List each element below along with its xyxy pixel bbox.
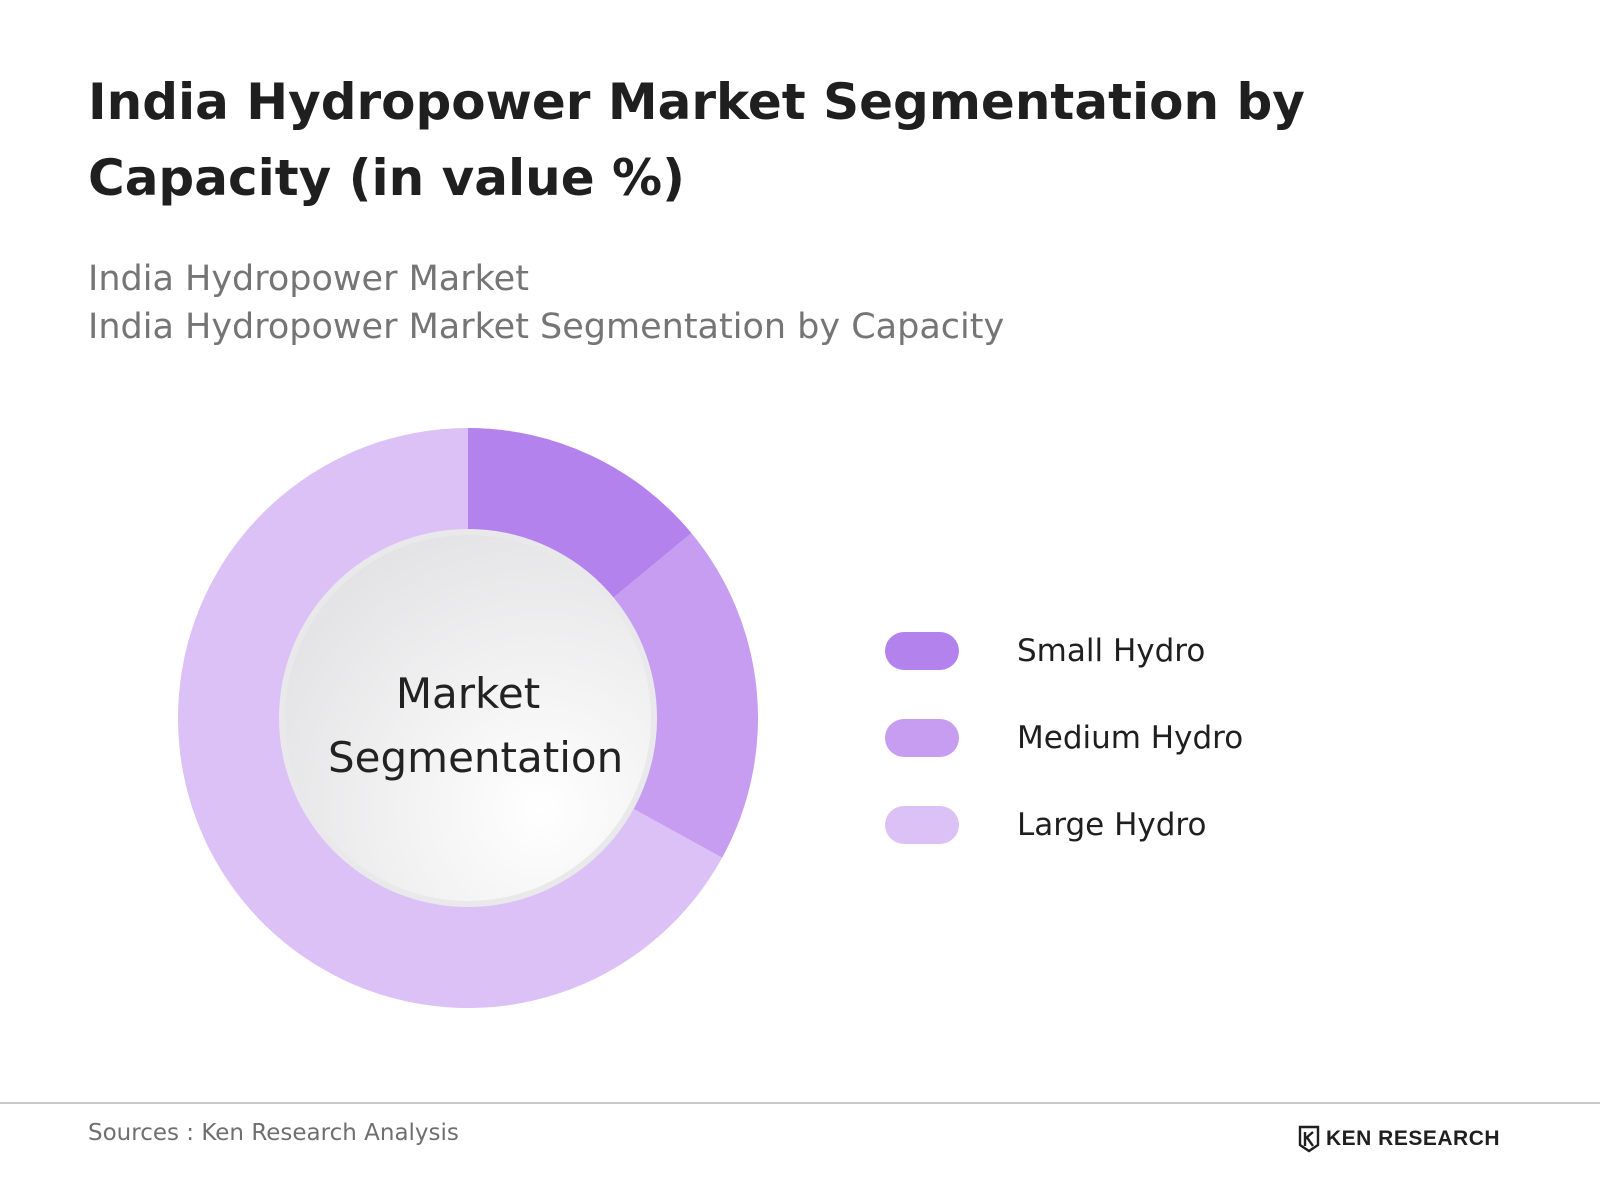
legend-swatch-medium-hydro [885, 719, 959, 757]
legend-label-small-hydro: Small Hydro [1017, 633, 1206, 669]
legend-label-large-hydro: Large Hydro [1017, 807, 1207, 843]
legend-item-small-hydro: Small Hydro [885, 632, 1243, 670]
sources-note: Sources : Ken Research Analysis [88, 1120, 459, 1146]
legend-swatch-small-hydro [885, 632, 959, 670]
ken-research-logo-icon [1298, 1125, 1320, 1153]
brand-name: KEN RESEARCH [1326, 1127, 1501, 1150]
chart-legend: Small Hydro Medium Hydro Large Hydro [885, 632, 1243, 893]
donut-center-label: Market Segmentation [328, 662, 624, 790]
subtitle-line-2: India Hydropower Market Segmentation by … [88, 307, 1005, 347]
legend-item-medium-hydro: Medium Hydro [885, 719, 1243, 757]
donut-center-disc [285, 535, 651, 901]
subtitle-line-1: India Hydropower Market [88, 259, 529, 299]
legend-swatch-large-hydro [885, 806, 959, 844]
legend-item-large-hydro: Large Hydro [885, 806, 1243, 844]
center-label-line-2: Segmentation [328, 733, 624, 782]
brand-logo: KEN RESEARCH [1298, 1124, 1500, 1154]
legend-label-medium-hydro: Medium Hydro [1017, 720, 1244, 756]
center-label-line-1: Market [395, 669, 541, 718]
chart-title: India Hydropower Market Segmentation by … [88, 73, 1305, 207]
footer-divider [0, 1102, 1600, 1104]
